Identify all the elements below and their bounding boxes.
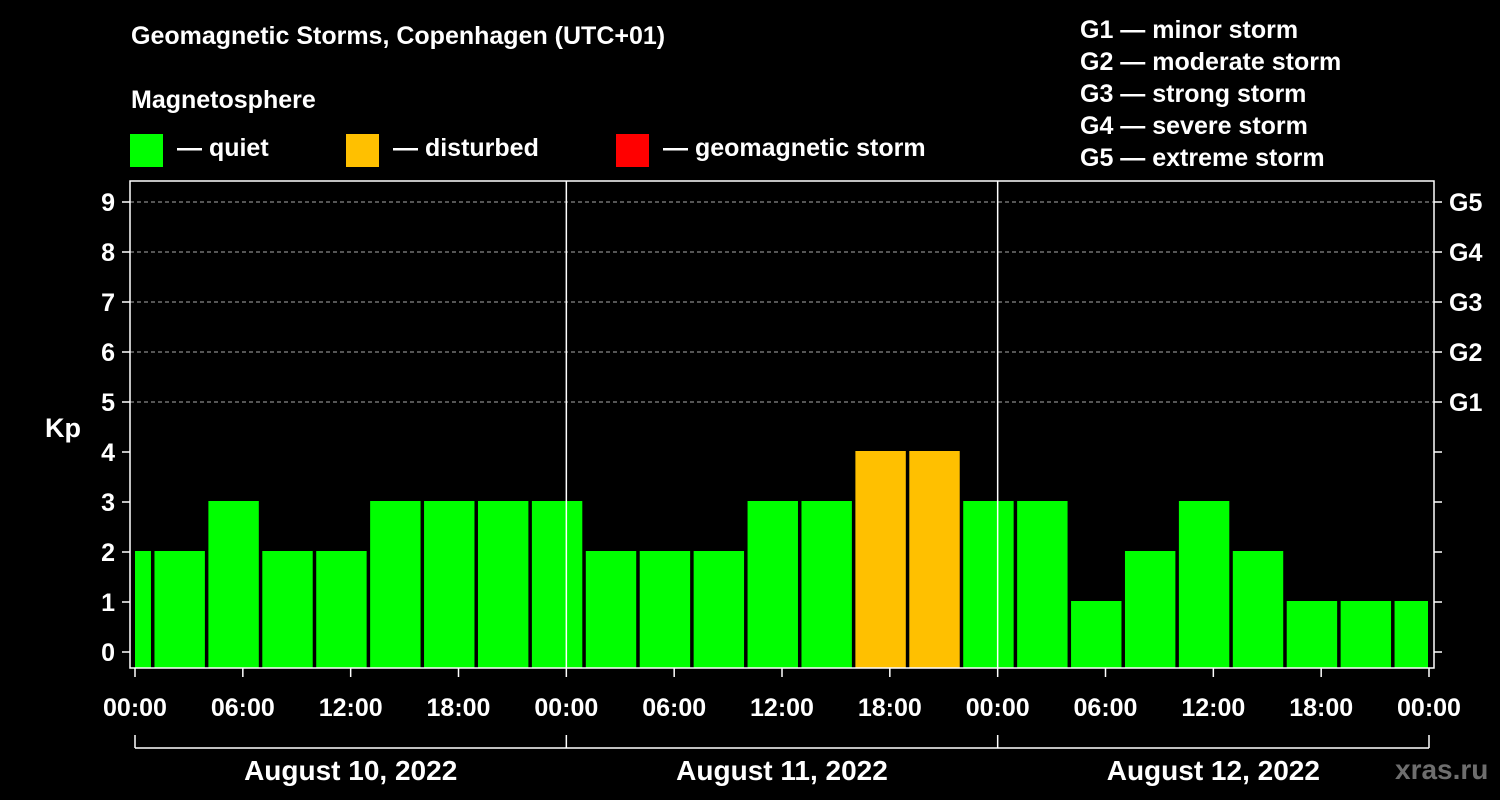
kp-bar-22 bbox=[1286, 601, 1338, 668]
x-tick-label: 12:00 bbox=[319, 694, 383, 722]
x-tick-label: 18:00 bbox=[427, 694, 491, 722]
watermark: xras.ru bbox=[1395, 754, 1489, 785]
kp-bar-18 bbox=[1071, 601, 1122, 668]
y-tick-label: 3 bbox=[101, 489, 115, 517]
y-tick-label: 6 bbox=[101, 339, 115, 367]
day-label: August 11, 2022 bbox=[676, 755, 888, 786]
kp-bar-10 bbox=[639, 551, 691, 668]
kp-bar-7 bbox=[477, 501, 529, 668]
kp-bar-4 bbox=[316, 551, 367, 668]
kp-bar-3 bbox=[262, 551, 313, 668]
kp-bar-0 bbox=[135, 551, 151, 668]
legend-label-storm: — geomagnetic storm bbox=[663, 134, 926, 162]
x-tick-label: 00:00 bbox=[1397, 694, 1461, 722]
storm-level-label: G4 bbox=[1449, 239, 1482, 267]
y-tick-label: 9 bbox=[101, 189, 115, 217]
storm-scale-g1: G1 — minor storm bbox=[1080, 16, 1299, 44]
legend-swatch-disturbed bbox=[346, 134, 379, 167]
x-tick-label: 06:00 bbox=[642, 694, 706, 722]
day-label: August 10, 2022 bbox=[244, 755, 457, 786]
x-tick-label: 06:00 bbox=[1074, 694, 1138, 722]
x-tick-label: 12:00 bbox=[1181, 694, 1245, 722]
chart-title: Geomagnetic Storms, Copenhagen (UTC+01) bbox=[131, 22, 666, 50]
kp-bar-5 bbox=[370, 501, 421, 668]
x-tick-label: 12:00 bbox=[750, 694, 814, 722]
storm-scale-g5: G5 — extreme storm bbox=[1080, 144, 1325, 172]
legend-label-quiet: — quiet bbox=[177, 134, 269, 162]
y-tick-label: 7 bbox=[101, 289, 115, 317]
kp-bar-12 bbox=[747, 501, 798, 668]
kp-bar-16 bbox=[963, 501, 1014, 668]
kp-bar-14 bbox=[855, 451, 906, 668]
y-axis-label: Kp bbox=[45, 413, 81, 443]
x-tick-label: 18:00 bbox=[1289, 694, 1353, 722]
kp-bar-19 bbox=[1124, 551, 1176, 668]
storm-level-label: G1 bbox=[1449, 389, 1482, 417]
storm-scale-g4: G4 — severe storm bbox=[1080, 112, 1308, 140]
kp-bar-8 bbox=[531, 501, 583, 668]
y-tick-label: 4 bbox=[101, 439, 115, 467]
storm-level-label: G2 bbox=[1449, 339, 1482, 367]
kp-bar-17 bbox=[1017, 501, 1068, 668]
x-tick-label: 18:00 bbox=[858, 694, 922, 722]
y-tick-label: 0 bbox=[101, 639, 115, 667]
x-tick-label: 00:00 bbox=[966, 694, 1030, 722]
kp-bar-23 bbox=[1340, 601, 1392, 668]
kp-bar-6 bbox=[424, 501, 475, 668]
x-tick-label: 00:00 bbox=[103, 694, 167, 722]
kp-bar-9 bbox=[585, 551, 637, 668]
y-tick-label: 1 bbox=[101, 589, 115, 617]
legend-swatch-storm bbox=[616, 134, 649, 167]
x-tick-label: 00:00 bbox=[534, 694, 598, 722]
kp-bar-2 bbox=[208, 501, 259, 668]
kp-bar-24 bbox=[1394, 601, 1428, 668]
kp-bar-1 bbox=[154, 551, 205, 668]
legend-label-disturbed: — disturbed bbox=[393, 134, 539, 162]
legend-heading: Magnetosphere bbox=[131, 86, 316, 114]
kp-bar-15 bbox=[909, 451, 960, 668]
y-tick-label: 5 bbox=[101, 389, 115, 417]
kp-bar-20 bbox=[1178, 501, 1230, 668]
kp-bar-13 bbox=[801, 501, 852, 668]
storm-scale-g3: G3 — strong storm bbox=[1080, 80, 1307, 108]
y-tick-label: 8 bbox=[101, 239, 115, 267]
kp-bar-11 bbox=[693, 551, 745, 668]
day-label: August 12, 2022 bbox=[1107, 755, 1320, 786]
legend-swatch-quiet bbox=[130, 134, 163, 167]
kp-bar-21 bbox=[1232, 551, 1284, 668]
x-tick-label: 06:00 bbox=[211, 694, 275, 722]
y-tick-label: 2 bbox=[101, 539, 115, 567]
storm-scale-list: G1 — minor storm G2 — moderate storm G3 … bbox=[1080, 14, 1341, 174]
storm-scale-g2: G2 — moderate storm bbox=[1080, 48, 1342, 76]
storm-level-label: G5 bbox=[1449, 189, 1482, 217]
storm-level-label: G3 bbox=[1449, 289, 1482, 317]
